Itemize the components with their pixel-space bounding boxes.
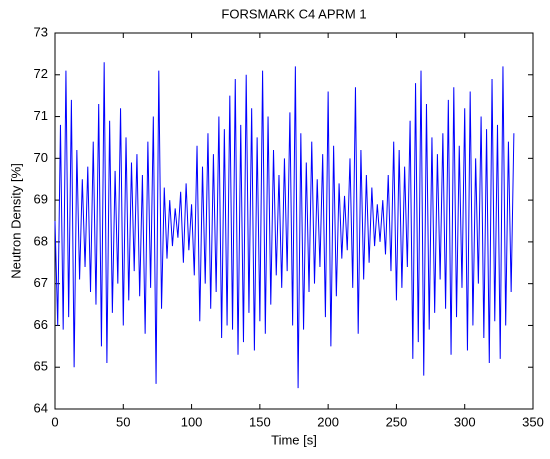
y-tick-label: 70 (34, 150, 48, 165)
chart-title: FORSMARK C4 APRM 1 (221, 6, 366, 21)
y-tick-label: 73 (34, 24, 48, 39)
x-axis-label: Time [s] (271, 432, 317, 447)
y-tick-label: 64 (34, 400, 48, 415)
x-tick-label: 0 (51, 414, 58, 429)
y-tick-label: 69 (34, 192, 48, 207)
y-tick-label: 66 (34, 317, 48, 332)
y-tick-label: 68 (34, 233, 48, 248)
y-tick-label: 67 (34, 275, 48, 290)
data-line (54, 62, 515, 389)
y-tick-label: 72 (34, 66, 48, 81)
x-tick-label: 150 (249, 414, 271, 429)
x-tick-label: 300 (454, 414, 476, 429)
x-tick-label: 200 (317, 414, 339, 429)
x-tick-label: 350 (522, 414, 544, 429)
x-tick-label: 50 (116, 414, 130, 429)
x-tick-label: 250 (386, 414, 408, 429)
y-tick-label: 71 (34, 108, 48, 123)
x-tick-label: 100 (181, 414, 203, 429)
y-tick-label: 65 (34, 359, 48, 374)
y-axis-label: Neutron Density [%] (8, 163, 23, 279)
